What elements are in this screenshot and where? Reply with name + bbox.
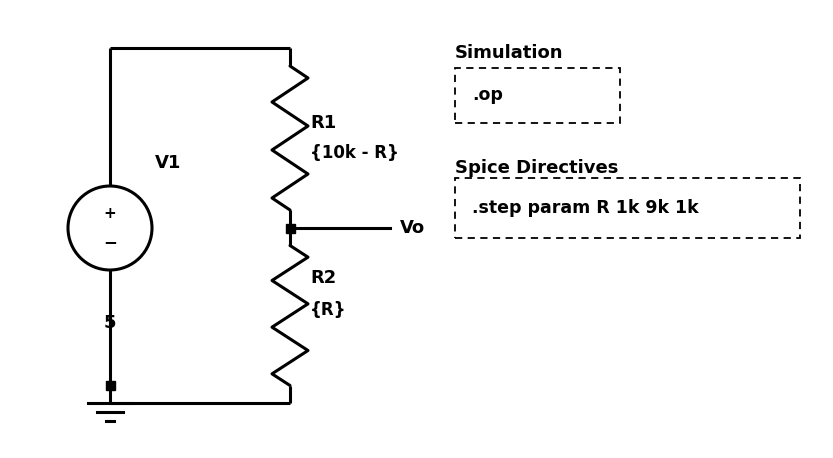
FancyBboxPatch shape [455, 68, 620, 123]
Text: V1: V1 [155, 154, 182, 172]
Text: 5: 5 [104, 314, 117, 332]
Text: .step param R 1k 9k 1k: .step param R 1k 9k 1k [472, 199, 699, 217]
Text: {10k - R}: {10k - R} [310, 144, 399, 162]
Text: Vo: Vo [400, 219, 425, 237]
Text: .op: .op [472, 87, 503, 104]
FancyBboxPatch shape [455, 178, 800, 238]
Text: −: − [103, 233, 117, 251]
Text: Simulation: Simulation [455, 44, 563, 62]
Bar [286, 224, 295, 233]
Bar [106, 381, 114, 389]
Text: +: + [103, 207, 117, 222]
Text: Spice Directives: Spice Directives [455, 159, 618, 177]
Text: R1: R1 [310, 114, 337, 132]
Text: R2: R2 [310, 269, 337, 287]
Text: {R}: {R} [310, 301, 347, 319]
